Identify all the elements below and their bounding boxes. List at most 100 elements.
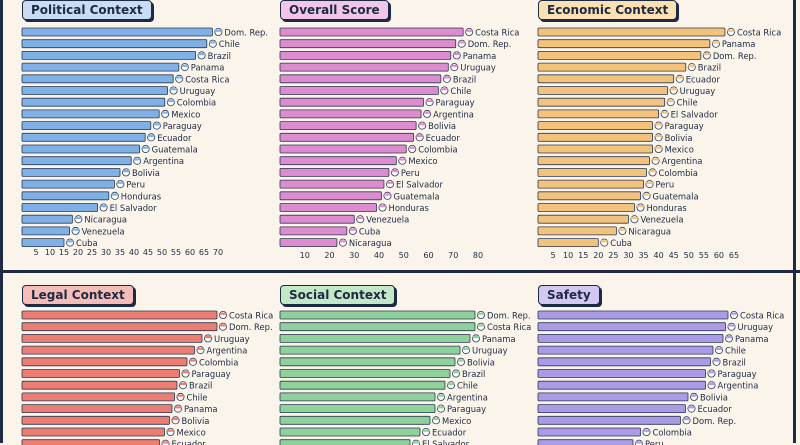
legal-flag-stripe (219, 312, 227, 315)
economic-flag-stripe (676, 76, 684, 79)
political-tick-label: 25 (87, 248, 97, 257)
economic-tick-label: 55 (699, 251, 709, 260)
political-bar (21, 191, 110, 201)
economic-flag-stripe (712, 41, 720, 44)
legal-bar (21, 415, 170, 425)
overall-tick-label: 60 (423, 251, 433, 260)
overall-bar-label: Costa Rica (475, 28, 519, 38)
legal-bar (21, 369, 180, 378)
social-flag-stripe (447, 382, 455, 385)
social-bar (279, 439, 411, 445)
economic-bar-label: Panama (722, 39, 756, 49)
political-bar (21, 203, 98, 212)
overall-tick-label: 80 (473, 251, 483, 260)
political-bar (21, 226, 70, 236)
overall-bar-label: Colombia (418, 145, 457, 155)
political-bar (21, 74, 174, 84)
overall-tick-label: 40 (374, 251, 384, 260)
safety-flag-icon (690, 392, 699, 401)
overall-flag-stripe (386, 181, 394, 184)
overall-flag-stripe (349, 228, 357, 231)
economic-tick-label: 35 (638, 251, 648, 260)
political-tick-label: 30 (101, 248, 111, 257)
political-tick-label: 60 (185, 248, 195, 257)
overall-flag-stripe (384, 193, 391, 196)
political-bar-label: El Salvador (110, 203, 158, 213)
political-flag-stripe (215, 29, 222, 32)
political-tick-label: 50 (157, 248, 167, 257)
political-flag-stripe (66, 240, 74, 243)
legal-bar (21, 439, 160, 445)
safety-flag-stripe (730, 312, 738, 315)
political-bar (21, 121, 152, 130)
overall-flag-stripe (423, 111, 431, 114)
legal-bar-label: Panama (184, 404, 218, 414)
social-flag-stripe (432, 417, 440, 421)
legal-flag-stripe (204, 336, 212, 339)
political-bar-label: Bolivia (132, 168, 160, 178)
economic-bar (537, 39, 711, 49)
economic-bar-label: Dom. Rep. (713, 51, 757, 61)
overall-tick-label: 70 (448, 251, 458, 260)
political-flag-stripe (133, 158, 141, 161)
political-flag-stripe (181, 64, 189, 67)
political-flag-stripe (72, 228, 79, 231)
economic-flag-stripe (652, 158, 659, 161)
legal-bar-label: Colombia (199, 357, 238, 367)
economic-flag-stripe (667, 99, 675, 102)
political-bar (21, 179, 115, 189)
overall-flag-stripe (441, 88, 448, 91)
legal-bar (21, 427, 165, 437)
economic-tick-label: 10 (563, 251, 573, 260)
legal-bar-label: Dom. Rep. (229, 322, 273, 332)
social-flag-stripe (462, 347, 470, 350)
economic-bar (537, 226, 617, 236)
economic-bar (537, 191, 641, 201)
economic-flag-stripe (643, 193, 650, 196)
safety-bar-label: Costa Rica (740, 311, 784, 321)
social-bar (279, 310, 476, 320)
economic-bar-label: Ecuador (686, 74, 721, 84)
legal-flag-stripe (189, 359, 197, 362)
safety-flag-icon (707, 369, 716, 378)
economic-flag-stripe (655, 134, 662, 138)
overall-bar-label: Guatemala (393, 191, 439, 201)
overall-flag-stripe (426, 99, 433, 102)
overall-bar (279, 121, 417, 130)
safety-bar-label: Chile (725, 346, 746, 356)
social-flag-stripe (452, 371, 460, 374)
political-flag-stripe (142, 146, 149, 149)
safety-bar-label: Colombia (653, 428, 692, 438)
social-bar (279, 322, 476, 332)
legal-bar-label: Paraguay (192, 369, 231, 379)
political-bar-label: Argentina (143, 156, 184, 166)
safety-bar (537, 357, 711, 367)
social-flag-stripe (437, 406, 445, 409)
overall-bar-label: Argentina (433, 109, 474, 119)
legal-flag-stripe (197, 347, 204, 350)
legal-bar (21, 322, 218, 332)
economic-flag-stripe (649, 170, 656, 173)
economic-tick-label: 25 (608, 251, 618, 260)
political-bar (21, 238, 65, 248)
social-bar (279, 404, 436, 414)
safety-flag-stripe (708, 371, 715, 374)
legal-bar-label: Brazil (189, 381, 212, 391)
overall-flag-stripe (418, 123, 426, 126)
legal-flag-stripe (177, 394, 184, 397)
safety-bar-label: Panama (735, 334, 769, 344)
economic-bar-label: Costa Rica (737, 28, 781, 38)
political-bar-label: Panama (191, 63, 225, 73)
economic-bar (537, 179, 644, 189)
economic-bar (537, 121, 653, 130)
overall-bar (279, 179, 385, 189)
political-flag-stripe (147, 134, 155, 138)
legal-flag-stripe (219, 324, 227, 327)
economic-tick-label: 5 (551, 251, 556, 260)
political-tick-label: 40 (129, 248, 139, 257)
political-flag-stripe (100, 205, 107, 208)
overall-bar (279, 62, 449, 72)
economic-tick-label: 50 (684, 251, 694, 260)
